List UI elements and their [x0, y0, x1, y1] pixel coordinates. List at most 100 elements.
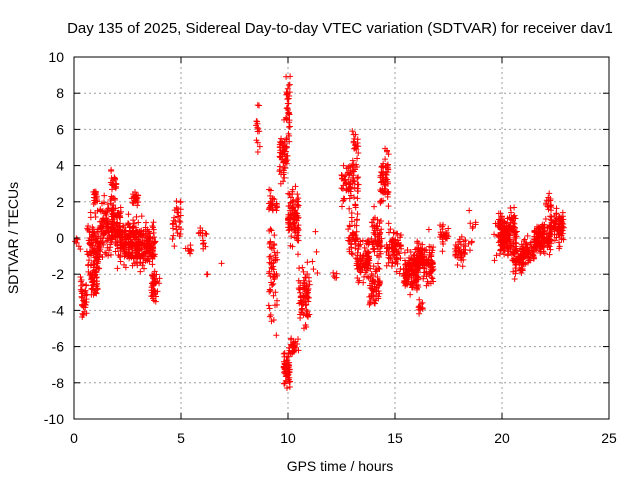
- data-point: [288, 233, 295, 240]
- data-point: [285, 130, 292, 137]
- data-point: [289, 186, 296, 193]
- data-point: [174, 229, 181, 236]
- data-point: [282, 370, 289, 377]
- data-point: [300, 311, 307, 318]
- data-point: [134, 247, 141, 254]
- data-point: [382, 156, 389, 163]
- data-point: [363, 251, 370, 258]
- data-point: [360, 279, 367, 286]
- x-tick-label: 10: [280, 430, 296, 446]
- data-point: [253, 137, 260, 144]
- data-point: [511, 224, 518, 231]
- data-point: [543, 200, 550, 207]
- data-point: [385, 254, 392, 261]
- data-point: [457, 254, 464, 261]
- data-point: [439, 234, 446, 241]
- data-point: [385, 248, 392, 255]
- data-point: [385, 229, 392, 236]
- data-point: [458, 253, 465, 260]
- data-point: [173, 223, 180, 230]
- data-point: [285, 371, 292, 378]
- data-point: [353, 164, 360, 171]
- data-point: [270, 245, 277, 252]
- data-point: [349, 157, 356, 164]
- data-point: [547, 197, 554, 204]
- data-point: [120, 245, 127, 252]
- data-point: [86, 257, 93, 264]
- data-point: [520, 248, 527, 255]
- data-point: [508, 209, 515, 216]
- data-point: [254, 102, 261, 109]
- data-point: [371, 245, 378, 252]
- data-point: [505, 248, 512, 255]
- data-point: [203, 231, 210, 238]
- data-point: [285, 106, 292, 113]
- data-point: [113, 212, 120, 219]
- data-point: [507, 232, 514, 239]
- data-point: [402, 280, 409, 287]
- data-point: [353, 217, 360, 224]
- data-point: [107, 225, 114, 232]
- y-axis-label: SDTVAR / TECUs: [5, 182, 21, 294]
- data-point: [351, 145, 358, 152]
- data-point: [351, 238, 358, 245]
- data-point: [524, 244, 531, 251]
- data-point: [418, 247, 425, 254]
- data-point: [377, 243, 384, 250]
- data-point: [511, 276, 518, 283]
- data-point: [539, 228, 546, 235]
- data-point: [355, 174, 362, 181]
- data-point: [267, 312, 274, 319]
- data-point: [429, 263, 436, 270]
- data-point: [200, 240, 207, 247]
- data-point: [174, 209, 181, 216]
- data-point: [296, 300, 303, 307]
- data-point: [117, 258, 124, 265]
- data-point: [295, 232, 302, 239]
- data-point: [147, 247, 154, 254]
- data-point: [92, 209, 99, 216]
- data-point: [425, 226, 432, 233]
- data-point: [419, 256, 426, 263]
- data-point: [512, 239, 519, 246]
- data-point: [72, 238, 79, 245]
- data-point: [359, 253, 366, 260]
- data-point: [437, 233, 443, 240]
- data-point: [370, 272, 377, 279]
- data-point: [393, 268, 400, 275]
- data-point: [285, 190, 292, 197]
- data-point: [124, 253, 131, 260]
- y-tick-label: 0: [56, 230, 64, 246]
- data-point: [374, 227, 381, 234]
- data-point: [109, 181, 116, 188]
- data-point: [199, 232, 206, 239]
- data-point: [527, 257, 534, 264]
- data-point: [343, 181, 350, 188]
- data-point: [466, 207, 473, 214]
- data-point: [366, 301, 373, 308]
- data-point: [108, 166, 115, 173]
- data-point: [195, 230, 202, 237]
- data-point: [556, 221, 563, 228]
- data-point: [354, 185, 361, 192]
- data-point: [143, 237, 150, 244]
- data-point: [133, 192, 140, 199]
- data-point: [306, 281, 313, 288]
- data-point: [429, 247, 436, 254]
- data-point: [287, 207, 294, 214]
- data-point: [386, 244, 393, 251]
- data-point: [384, 191, 391, 198]
- data-point: [367, 265, 374, 272]
- data-point: [177, 198, 184, 205]
- data-point: [77, 278, 84, 285]
- data-point: [108, 193, 115, 200]
- data-point: [469, 223, 476, 230]
- data-point: [422, 258, 429, 265]
- data-point: [113, 221, 120, 228]
- data-point: [363, 240, 370, 247]
- data-point: [397, 255, 404, 262]
- data-point: [550, 219, 557, 226]
- data-point: [355, 150, 362, 157]
- data-point: [82, 290, 89, 297]
